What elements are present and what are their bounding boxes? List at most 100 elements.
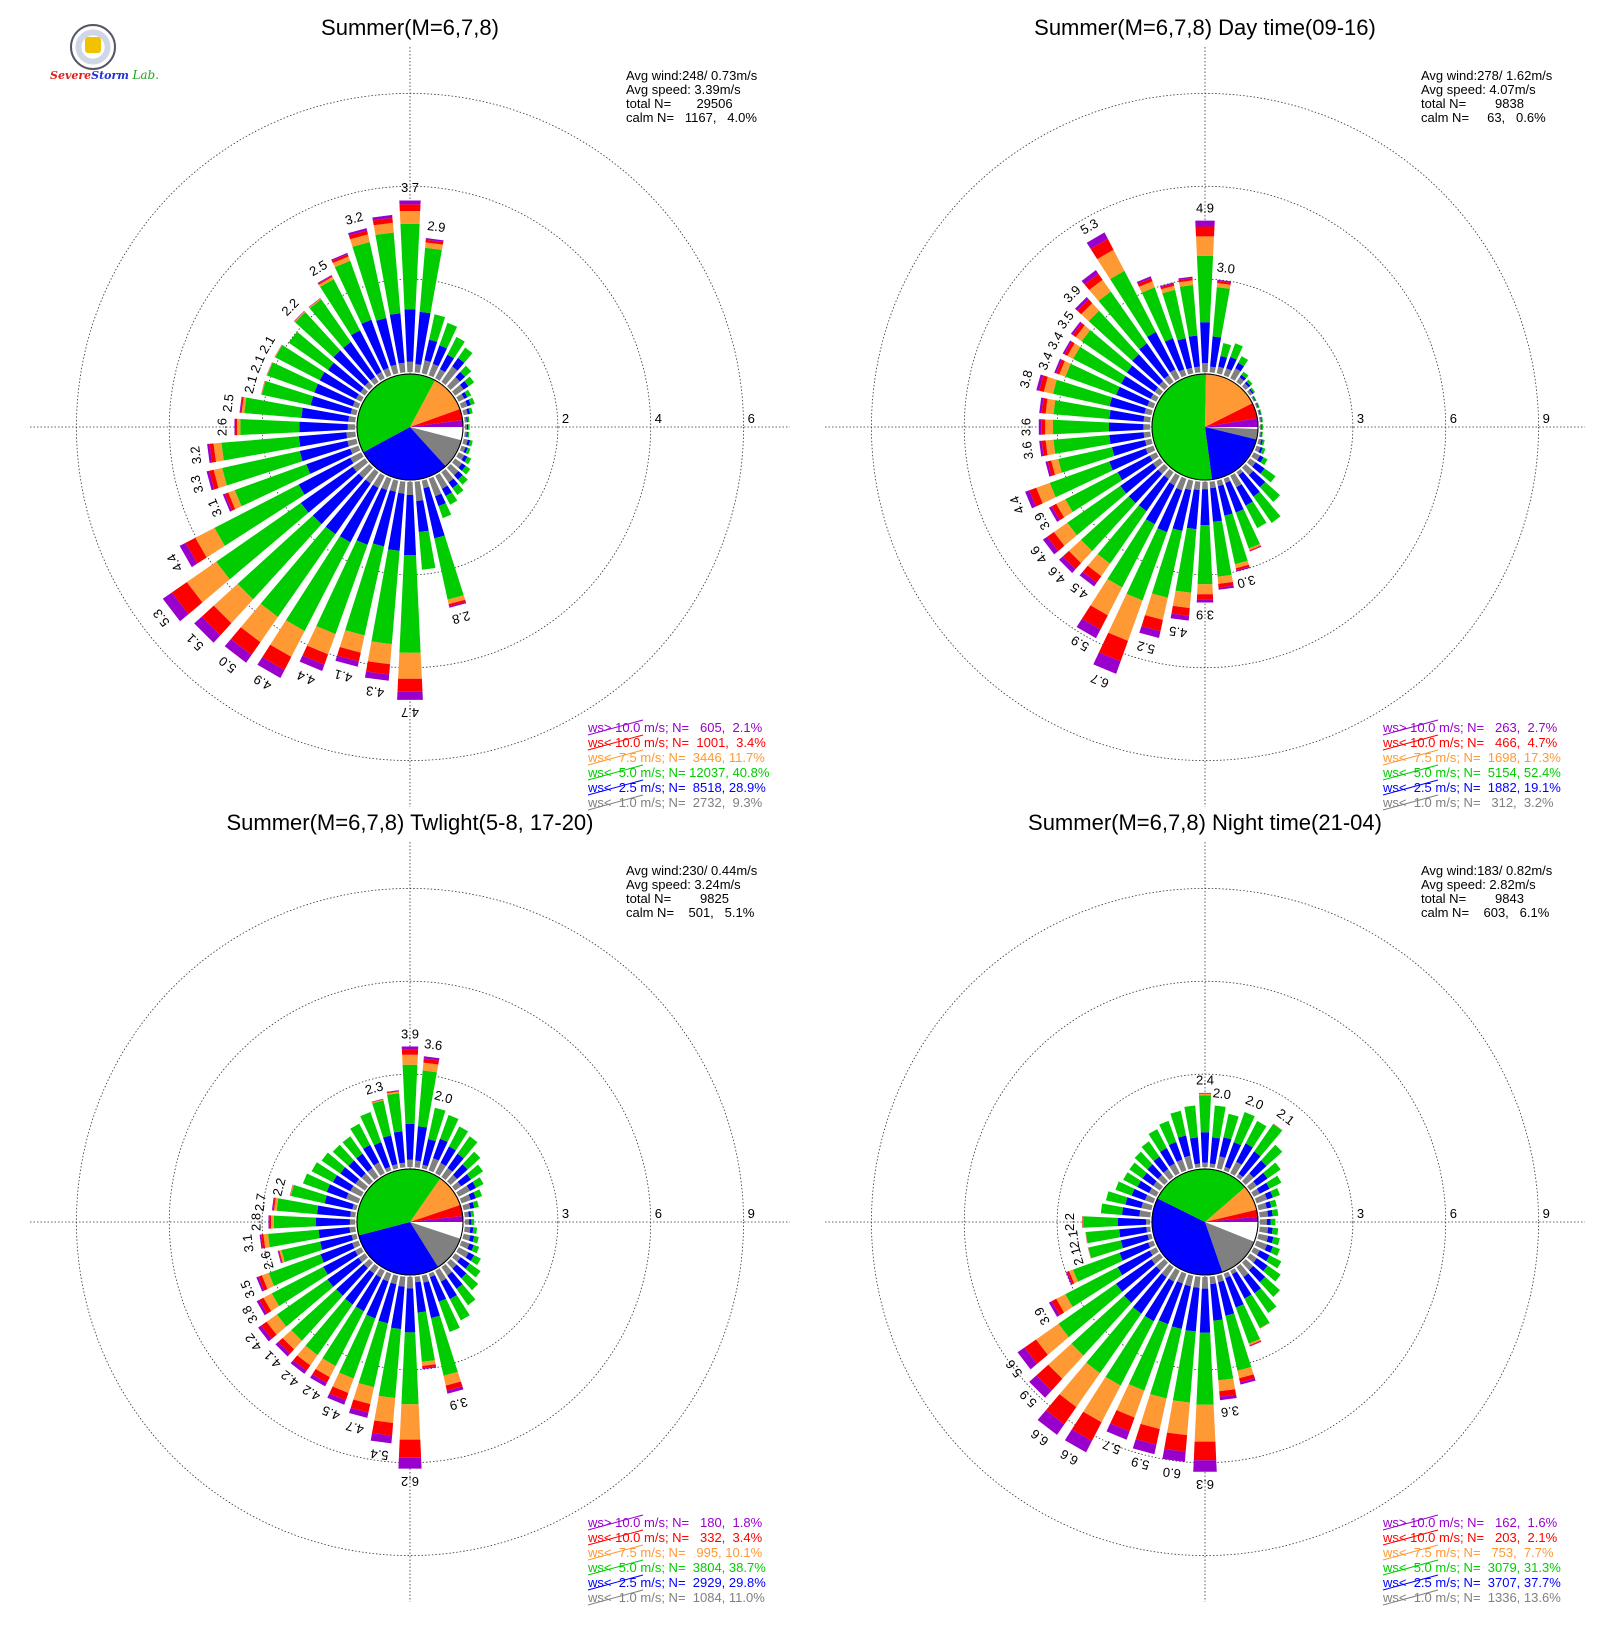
bar-value-label: 3.5 (1054, 308, 1077, 331)
bar-segment-lt5 (1197, 525, 1213, 585)
chart-title: Summer(M=6,7,8) Twlight(5-8, 17-20) (226, 810, 593, 835)
bar-value-label: 2.5 (219, 393, 236, 413)
direction-bar (435, 336, 465, 381)
bar-segment-gt10 (1106, 1423, 1130, 1440)
bar-segment-lt5 (1261, 439, 1265, 446)
bar-segment-lt5 (339, 1314, 376, 1379)
bar-segment-lt10 (1047, 532, 1065, 552)
bar-segment-lt1 (406, 481, 414, 495)
direction-bar (441, 1264, 476, 1306)
bar-segment-lt2_5 (1243, 1273, 1261, 1294)
bar-segment-lt2_5 (460, 381, 469, 390)
pie-slice-lt2_5 (363, 427, 446, 481)
bar-segment-lt2_5 (458, 463, 466, 471)
bar-segment-lt5 (1253, 395, 1257, 401)
bar-segment-lt5 (1053, 400, 1111, 419)
bar-segment-gt10 (1193, 1460, 1217, 1472)
legend-strike (587, 779, 644, 796)
bar-segment-lt1 (1247, 1253, 1257, 1263)
direction-bar (1170, 1110, 1194, 1170)
direction-bar (456, 389, 472, 402)
bar-segment-lt1 (1184, 1274, 1194, 1287)
bar-segment-lt10 (386, 1090, 399, 1094)
bar-segment-lt2_5 (469, 1235, 475, 1242)
bar-value-label: 4.5 (1067, 580, 1090, 603)
legend-entry-lt1: ws< 1.0 m/s; N= 1336, 13.6% (1382, 1590, 1561, 1605)
bar-segment-lt5 (1067, 485, 1127, 536)
bar-segment-lt5 (309, 299, 351, 348)
bar-segment-lt5 (240, 419, 300, 435)
bar-segment-lt2_5 (1253, 1172, 1268, 1186)
bar-value-label: 6.6 (1028, 1426, 1051, 1449)
bar-segment-lt5 (428, 1107, 446, 1142)
bar-segment-lt5 (1080, 496, 1136, 552)
bar-segment-lt2_5 (1171, 1284, 1191, 1329)
bar-segment-lt2_5 (356, 487, 388, 545)
bar-segment-lt5 (1072, 1252, 1123, 1282)
bar-segment-lt2_5 (1185, 1287, 1200, 1332)
direction-bar: 3.6 (1019, 431, 1151, 460)
bar-segment-lt1 (456, 1185, 470, 1197)
bar-segment-lt5 (1266, 1255, 1282, 1269)
bar-segment-lt5 (1128, 1320, 1169, 1391)
bar-segment-lt1 (348, 416, 356, 423)
bar-segment-gt10 (348, 228, 368, 236)
bar-segment-lt1 (1158, 464, 1168, 474)
direction-bar (1184, 1105, 1201, 1168)
bar-segment-lt2_5 (1209, 1137, 1220, 1165)
direction-bar (441, 347, 473, 385)
bar-segment-lt5 (352, 242, 387, 321)
ring-label: 4 (655, 411, 662, 426)
direction-bar: 3.0 (1209, 259, 1236, 373)
bar-segment-lt5 (1256, 402, 1260, 408)
bar-segment-lt1 (347, 438, 358, 447)
direction-bar (1045, 438, 1153, 477)
bar-segment-lt2_5 (300, 466, 357, 513)
pie-slice-lt7_5 (1205, 374, 1253, 427)
bar-segment-lt10 (278, 1250, 283, 1263)
bar-value-label: 2.8 (248, 1213, 263, 1231)
bar-segment-lt2_5 (1109, 410, 1145, 422)
bar-segment-lt1 (1144, 1194, 1156, 1204)
bar-segment-lt2_5 (1199, 1288, 1211, 1333)
bar-segment-lt1 (381, 476, 392, 491)
bar-segment-lt2_5 (1144, 1278, 1175, 1322)
direction-bar: 2.1 (247, 353, 361, 409)
bar-segment-lt5 (350, 1123, 371, 1149)
bar-segment-lt2_5 (388, 492, 405, 551)
bar-segment-lt5 (216, 502, 309, 580)
bar-segment-lt2_5 (328, 362, 364, 393)
ring-label: 6 (1450, 411, 1457, 426)
bar-segment-lt2_5 (1138, 475, 1169, 512)
bar-segment-lt2_5 (1258, 409, 1261, 415)
bar-segment-gt10 (1136, 276, 1152, 284)
direction-bar (342, 1136, 379, 1180)
bar-segment-lt5 (467, 431, 470, 438)
bar-segment-lt5 (468, 424, 470, 430)
bar-segment-lt5 (434, 535, 464, 600)
pie-slice-lt5 (357, 374, 435, 453)
bar-segment-lt1 (352, 1204, 358, 1211)
direction-bar (462, 407, 473, 416)
bar-segment-lt7_5 (1036, 482, 1056, 504)
bar-segment-lt2_5 (1232, 1271, 1252, 1299)
bar-segment-lt1 (1247, 1181, 1257, 1191)
bar-segment-lt5 (260, 526, 336, 617)
bar-segment-lt5 (1259, 409, 1262, 415)
bar-segment-lt2_5 (391, 1286, 405, 1330)
bar-segment-lt10 (201, 605, 232, 636)
bar-segment-lt2_5 (314, 383, 355, 407)
bar-value-label: 4.7 (344, 1418, 365, 1437)
bar-segment-lt10 (308, 298, 321, 308)
bar-segment-gt10 (1219, 1394, 1237, 1401)
bar-segment-lt1 (1144, 408, 1153, 416)
direction-bar (447, 1151, 481, 1185)
bar-value-label: 6.7 (1089, 671, 1111, 692)
bar-segment-lt5 (1261, 416, 1263, 423)
bar-segment-lt2_5 (1252, 462, 1265, 474)
bar-segment-gt10 (259, 1234, 263, 1249)
bar-segment-lt7_5 (1139, 281, 1155, 293)
bar-segment-lt7_5 (213, 468, 227, 489)
bar-segment-gt10 (1239, 1378, 1256, 1385)
bar-value-label: 5.6 (1002, 1357, 1025, 1380)
